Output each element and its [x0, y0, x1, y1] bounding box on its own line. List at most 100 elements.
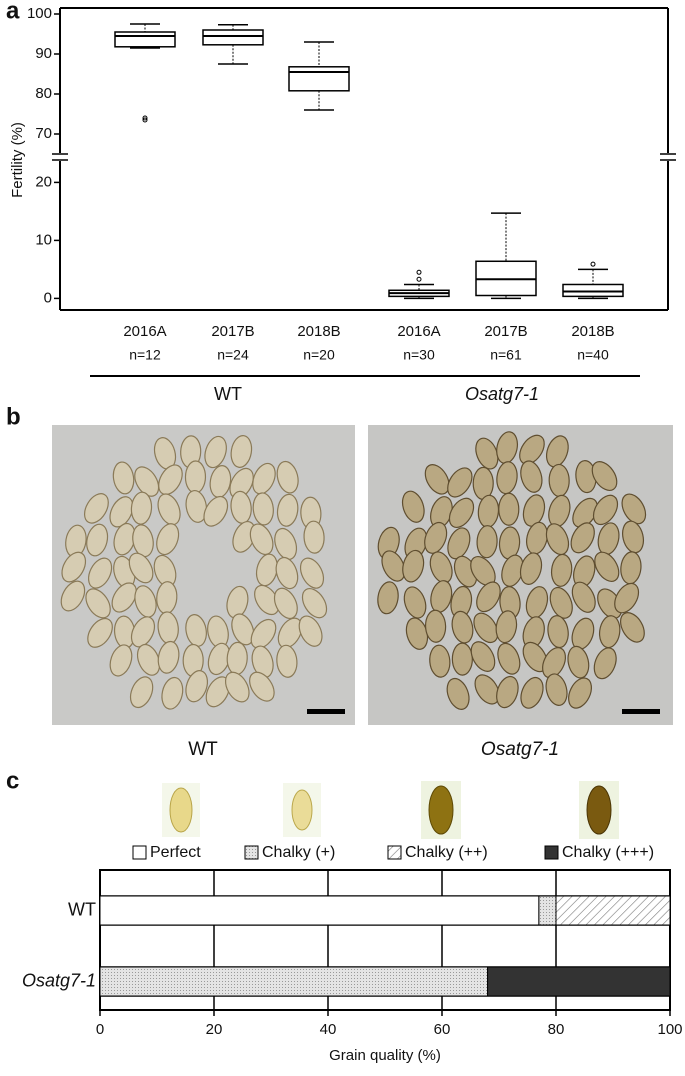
grain: [134, 585, 157, 618]
legend-label: Chalky (+++): [562, 844, 654, 861]
grain: [250, 618, 277, 649]
grain: [185, 670, 209, 703]
y-tick-label: 10: [35, 231, 52, 248]
grain: [621, 493, 647, 525]
grain: [303, 520, 325, 554]
y-tick-label: WT: [68, 899, 96, 919]
grain: [230, 435, 253, 468]
grain: [298, 615, 323, 647]
outlier: [416, 276, 422, 282]
grain: [593, 647, 617, 680]
grain: [109, 644, 133, 677]
y-tick-label: 80: [35, 85, 52, 102]
x-tick-label: 20: [206, 1021, 223, 1038]
grain: [474, 674, 500, 705]
bar-segment: [99, 966, 489, 997]
x-tick-label: 80: [548, 1021, 565, 1038]
plot-frame: [99, 869, 671, 1011]
grain: [112, 461, 135, 495]
grain: [448, 497, 475, 528]
box: [202, 29, 264, 46]
grain: [402, 549, 425, 583]
x-tick-label: 60: [434, 1021, 451, 1038]
grain: [446, 677, 470, 710]
grain: [60, 580, 86, 612]
grain: [274, 527, 298, 561]
grain: [591, 461, 618, 491]
grain: [132, 524, 154, 558]
grain: [519, 552, 543, 585]
box: [288, 66, 350, 92]
grain: [403, 586, 427, 619]
n-label: n=12: [129, 347, 161, 363]
grain: [299, 557, 325, 589]
bar-segment: [99, 895, 540, 926]
grain: [570, 522, 595, 554]
scale-bar: [622, 709, 660, 714]
legend-label: Chalky (++): [405, 844, 488, 861]
grain: [185, 489, 208, 523]
y-tick-label: 70: [35, 125, 52, 142]
grain: [161, 676, 184, 710]
grain: [476, 581, 501, 613]
n-label: n=30: [403, 347, 435, 363]
grain: [424, 521, 448, 554]
grain-thumbnails: [162, 781, 619, 839]
box: [114, 31, 176, 48]
x-tick-label: 0: [96, 1021, 104, 1038]
grain: [87, 617, 113, 648]
grain: [497, 642, 521, 675]
grain: [447, 467, 473, 498]
grain: [157, 640, 180, 674]
grain: [158, 464, 183, 496]
x-tick-label: 2016A: [123, 323, 166, 340]
grain: [231, 613, 255, 646]
outlier: [142, 115, 148, 121]
grain: [87, 557, 113, 589]
grain: [476, 525, 498, 559]
grain: [496, 461, 518, 495]
grain: [83, 493, 109, 524]
grain: [249, 671, 275, 702]
legend-swatch: [132, 845, 147, 860]
grain: [85, 588, 111, 619]
grain: [429, 644, 451, 678]
grain: [473, 612, 499, 644]
grain: [496, 675, 519, 709]
panel-label: b: [6, 403, 21, 430]
grain: [184, 460, 207, 494]
grain: [548, 463, 570, 498]
legend-label: Chalky (+): [262, 844, 335, 861]
x-tick-label: 2018B: [297, 323, 340, 340]
outlier: [142, 117, 148, 123]
grain: [451, 642, 473, 676]
photo-label: Osatg7-1: [481, 739, 559, 760]
grain: [156, 523, 180, 556]
legend-label: Perfect: [150, 844, 201, 861]
grain: [424, 464, 450, 495]
grain: [571, 581, 596, 613]
grain: [252, 492, 274, 526]
y-axis-label: Fertility (%): [9, 122, 26, 198]
x-tick-label: 2017B: [211, 323, 254, 340]
group-label: Osatg7-1: [465, 384, 539, 404]
panel-label: a: [6, 0, 20, 24]
outlier: [590, 261, 596, 267]
grain: [128, 552, 154, 584]
y-tick-label: 100: [27, 5, 52, 22]
grain: [550, 553, 573, 587]
grain: [520, 460, 543, 493]
grain: [424, 609, 447, 643]
grain: [134, 466, 160, 497]
n-label: n=20: [303, 347, 335, 363]
grain: [136, 643, 161, 676]
grain: [276, 644, 298, 678]
box: [562, 283, 624, 298]
grain: [522, 494, 546, 527]
grain: [545, 435, 569, 468]
group-label: WT: [214, 384, 242, 404]
grain: [592, 494, 619, 526]
x-tick-label: 40: [320, 1021, 337, 1038]
grain: [111, 582, 137, 613]
